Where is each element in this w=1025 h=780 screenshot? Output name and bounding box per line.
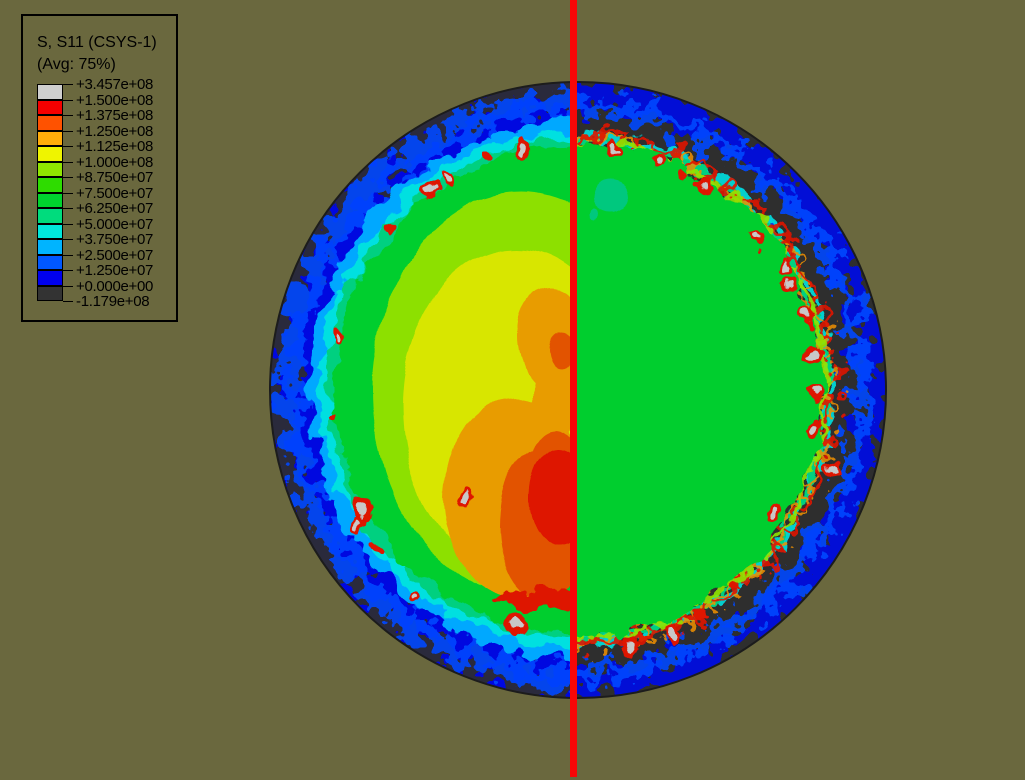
contour-left-half: [270, 82, 574, 698]
model-edge-outline: [269, 81, 887, 699]
legend-tick: [63, 161, 73, 163]
contour-right-half: [573, 82, 886, 698]
legend-swatch: [37, 161, 63, 177]
legend-tick-label: +2.500e+07: [76, 246, 154, 264]
left-speckle-islands: [326, 143, 531, 634]
legend-swatch: [37, 177, 63, 193]
legend-color-scale: +3.457e+08 +1.500e+08 +1.375e+08 +1.250e…: [37, 77, 165, 309]
legend-tick-label: -1.179e+08: [76, 293, 150, 310]
legend-swatch: [37, 254, 63, 270]
legend-tick: [63, 84, 73, 85]
legend-tick-label: +7.500e+07: [76, 184, 154, 202]
legend-tick-label: +3.750e+07: [76, 231, 154, 248]
legend-tick-label: +1.500e+08: [76, 91, 154, 109]
legend-swatch: [37, 270, 63, 286]
legend-subtitle: (Avg: 75%): [37, 56, 116, 73]
legend-tick: [63, 130, 73, 132]
legend-tick: [63, 177, 73, 178]
right-speckle-islands: [608, 140, 838, 654]
legend-swatch: [37, 130, 63, 146]
legend-swatch: [37, 84, 63, 100]
legend-tick: [63, 239, 73, 240]
legend-tick: [63, 301, 73, 302]
legend-tick: [63, 192, 73, 194]
legend-swatch: [37, 239, 63, 255]
legend-swatch: [37, 208, 63, 224]
legend-tick: [63, 285, 73, 287]
legend-tick-label: +5.000e+07: [76, 215, 154, 233]
legend-tick-label: +1.000e+08: [76, 153, 154, 171]
legend-tick: [63, 146, 73, 147]
legend-tick: [63, 99, 73, 101]
legend-tick-label: +3.457e+08: [76, 76, 154, 93]
legend-tick-label: +1.250e+07: [76, 262, 154, 279]
legend-swatch: [37, 99, 63, 115]
legend-swatch: [37, 285, 63, 301]
spring-green-pocket: [589, 182, 631, 218]
legend-swatch: [37, 115, 63, 131]
legend-tick-label: +6.250e+07: [76, 200, 154, 217]
contour-legend: S, S11 (CSYS-1) (Avg: 75%): [21, 14, 178, 322]
legend-tick-label: +8.750e+07: [76, 169, 154, 186]
legend-swatch: [37, 223, 63, 239]
legend-tick: [63, 115, 73, 116]
legend-tick-label: +0.000e+00: [76, 277, 154, 295]
legend-tick: [63, 223, 73, 225]
legend-title: S, S11 (CSYS-1): [37, 34, 157, 51]
legend-tick-label: +1.250e+08: [76, 122, 154, 140]
legend-tick: [63, 208, 73, 209]
legend-tick: [63, 254, 73, 256]
legend-swatch: [37, 146, 63, 162]
legend-tick: [63, 270, 73, 271]
legend-tick-label: +1.375e+08: [76, 107, 154, 124]
legend-swatch: [37, 192, 63, 208]
symmetry-axis-line: [570, 0, 577, 777]
legend-tick-label: +1.125e+08: [76, 138, 154, 155]
